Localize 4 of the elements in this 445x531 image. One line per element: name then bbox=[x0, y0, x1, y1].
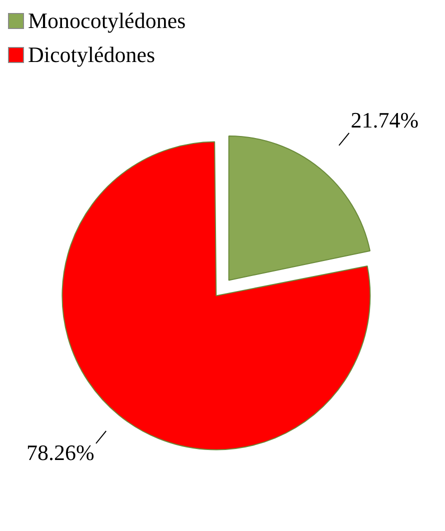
data-label: 78.26% bbox=[26, 440, 94, 465]
legend-label: Monocotylédones bbox=[28, 8, 186, 34]
legend-label: Dicotylédones bbox=[28, 42, 156, 68]
data-label: 21.74% bbox=[350, 108, 419, 133]
